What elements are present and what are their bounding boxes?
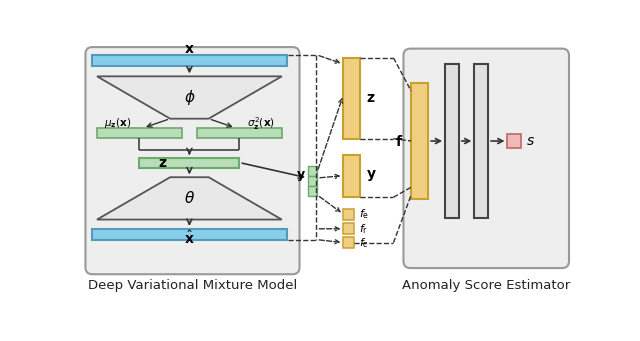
- Text: $\hat{\mathbf{x}}$: $\hat{\mathbf{x}}$: [184, 230, 195, 248]
- FancyBboxPatch shape: [86, 47, 300, 274]
- Bar: [308, 166, 317, 176]
- Bar: [92, 229, 287, 240]
- Text: $\mathbf{y}$: $\mathbf{y}$: [367, 168, 378, 183]
- Bar: [344, 209, 354, 220]
- Text: $\phi$: $\phi$: [184, 88, 195, 107]
- Bar: [308, 187, 317, 196]
- Polygon shape: [97, 76, 282, 119]
- Bar: [411, 83, 428, 199]
- Text: $s$: $s$: [526, 134, 535, 148]
- Bar: [508, 134, 521, 148]
- Bar: [140, 158, 239, 168]
- Bar: [308, 176, 317, 186]
- Bar: [344, 155, 360, 197]
- Text: $f_\mathrm{c}$: $f_\mathrm{c}$: [359, 236, 369, 250]
- FancyBboxPatch shape: [403, 49, 569, 268]
- Text: $\mathbf{y}$: $\mathbf{y}$: [296, 169, 306, 183]
- Text: $\mathbf{x}$: $\mathbf{x}$: [184, 42, 195, 56]
- Bar: [344, 237, 354, 248]
- Bar: [197, 128, 282, 138]
- Text: $f_\mathrm{r}$: $f_\mathrm{r}$: [359, 222, 368, 236]
- Text: $\mathbf{z}$: $\mathbf{z}$: [158, 155, 167, 169]
- Text: $\sigma^2_\mathbf{z}(\mathbf{x})$: $\sigma^2_\mathbf{z}(\mathbf{x})$: [247, 115, 275, 132]
- Bar: [344, 58, 360, 139]
- Text: $\mathbf{z}$: $\mathbf{z}$: [367, 91, 376, 105]
- Text: Anomaly Score Estimator: Anomaly Score Estimator: [402, 279, 570, 292]
- Bar: [344, 223, 354, 234]
- Text: $f_\mathrm{e}$: $f_\mathrm{e}$: [359, 207, 369, 221]
- Polygon shape: [97, 177, 282, 220]
- Bar: [474, 64, 488, 218]
- Bar: [92, 55, 287, 65]
- Text: $\mathbf{f}$: $\mathbf{f}$: [396, 134, 403, 149]
- Bar: [445, 64, 459, 218]
- Text: $\mu_\mathbf{z}(\mathbf{x})$: $\mu_\mathbf{z}(\mathbf{x})$: [104, 116, 131, 130]
- Text: $\theta$: $\theta$: [184, 190, 195, 206]
- Text: Deep Variational Mixture Model: Deep Variational Mixture Model: [88, 279, 297, 292]
- Bar: [97, 128, 182, 138]
